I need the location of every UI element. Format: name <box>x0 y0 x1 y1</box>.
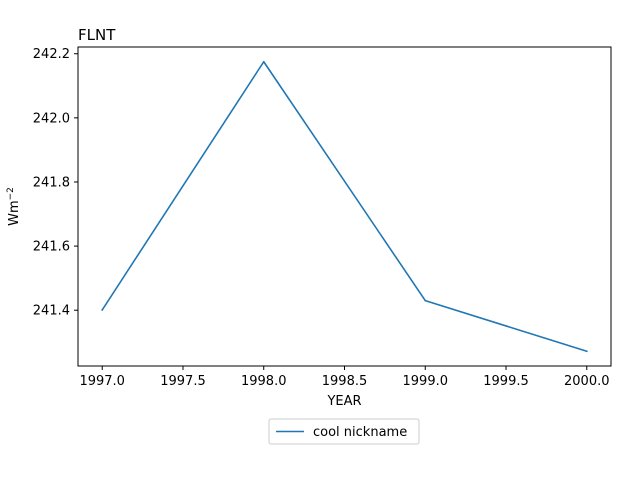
y-axis-ticks: 241.4 241.6 241.8 242.0 242.2 <box>33 47 78 319</box>
x-tick-label: 1997.0 <box>79 374 125 389</box>
x-tick-label: 1997.5 <box>160 374 206 389</box>
x-tick-label: 2000.0 <box>564 374 610 389</box>
data-point <box>424 299 427 302</box>
data-point <box>101 309 104 311</box>
y-axis-label-exponent: −2 <box>6 187 16 200</box>
x-axis-ticks: 1997.0 1997.5 1998.0 1998.5 1999.0 1999.5 2000… <box>79 366 610 389</box>
y-axis-label: Wm−2 <box>6 187 22 226</box>
y-tick-label: 242.2 <box>33 47 70 62</box>
data-point <box>585 350 588 353</box>
x-axis-label: YEAR <box>326 394 361 409</box>
y-axis-label-unit: Wm <box>7 200 22 226</box>
y-tick-label: 242.0 <box>33 111 70 126</box>
y-tick-label: 241.6 <box>33 240 70 255</box>
chart-title: FLNT <box>78 26 116 44</box>
x-tick-label: 1999.5 <box>483 374 529 389</box>
y-tick-label: 241.8 <box>33 175 70 190</box>
legend-label: cool nickname <box>313 425 407 440</box>
x-tick-label: 1998.0 <box>241 374 287 389</box>
y-tick-label: 241.4 <box>33 304 70 319</box>
series-line <box>101 60 588 353</box>
plot-frame <box>77 46 612 367</box>
data-point <box>262 60 265 63</box>
x-tick-label: 1998.5 <box>322 374 368 389</box>
legend-box <box>268 418 420 445</box>
x-tick-label: 1999.0 <box>403 374 449 389</box>
legend: cool nickname <box>268 418 420 445</box>
series-layer <box>101 60 588 353</box>
